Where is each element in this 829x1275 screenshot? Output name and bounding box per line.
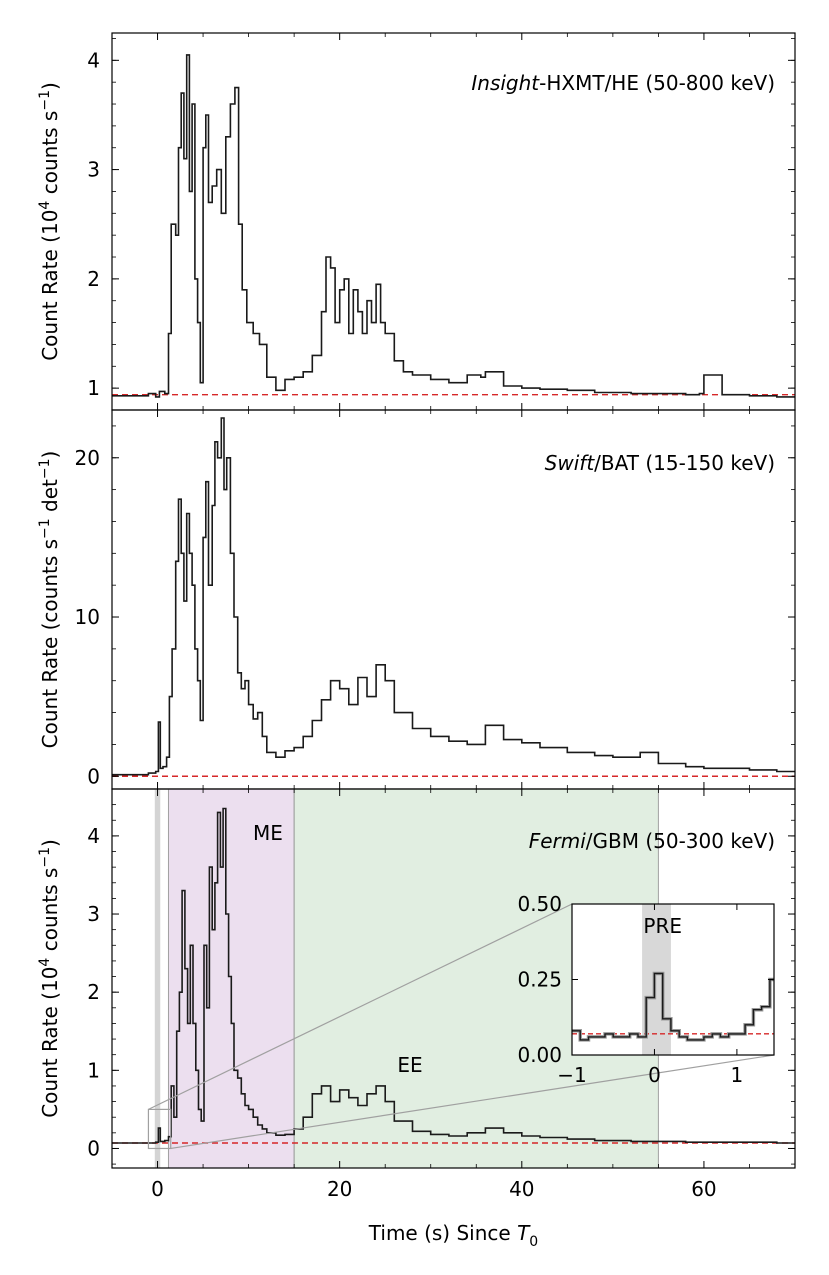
y-axis-label: Count Rate (104 counts s−1) xyxy=(37,839,62,1118)
region-label-ee: EE xyxy=(397,1053,422,1077)
region-pre xyxy=(154,789,161,1168)
ytick-label: 4 xyxy=(87,824,100,848)
axes-frame xyxy=(111,788,796,1169)
inset-plot: 0.00 0.25 0.50 −1 0 1 PRE xyxy=(147,892,775,1150)
zoom-connector xyxy=(170,1054,775,1150)
xtick-label: 60 xyxy=(691,1177,716,1201)
y-axis-label: Count Rate (counts s−1 det−1) xyxy=(37,451,62,749)
ytick-label: 4 xyxy=(87,48,100,72)
panel-bottom: 0 1 2 3 4 Fermi/GBM (50-300 keV) Count Rate (1… xyxy=(37,788,796,1250)
light-curve-middle xyxy=(112,417,795,776)
inset-ytick-label: 0.25 xyxy=(517,968,562,992)
instrument-label: Swift/BAT (15-150 keV) xyxy=(545,451,775,475)
ytick-label: 20 xyxy=(75,446,100,470)
ytick-label: 0 xyxy=(87,764,100,788)
ytick-label: 1 xyxy=(87,376,100,400)
zoom-box xyxy=(147,1108,172,1150)
light-curve-bottom xyxy=(112,807,795,1144)
zoom-connector xyxy=(148,903,573,1110)
ytick-label: 1 xyxy=(87,1058,100,1082)
instrument-label: Fermi/GBM (50-300 keV) xyxy=(529,829,775,853)
light-curve-top xyxy=(112,54,795,398)
instrument-label: Insight-HXMT/HE (50-800 keV) xyxy=(471,71,775,95)
ytick-label: 3 xyxy=(87,158,100,182)
xtick-label: 0 xyxy=(151,1177,164,1201)
inset-xtick-label: −1 xyxy=(557,1063,586,1087)
inset-xtick-label: 0 xyxy=(648,1063,661,1087)
ytick-label: 2 xyxy=(87,267,100,291)
inset-ytick-label: 0.00 xyxy=(517,1043,562,1067)
panel-top: 1 2 3 4 Insight-HXMT/HE (50-800 keV) Count Ra… xyxy=(37,32,796,411)
ytick-label: 0 xyxy=(87,1136,100,1160)
y-axis-label: Count Rate (104 counts s−1) xyxy=(37,82,62,361)
x-axis-label: Time (s) Since T0 xyxy=(368,1221,538,1250)
ytick-label: 10 xyxy=(75,605,100,629)
ytick-label: 2 xyxy=(87,980,100,1004)
xtick-label: 40 xyxy=(509,1177,534,1201)
inset-ytick-label: 0.50 xyxy=(517,892,562,916)
ytick-label: 3 xyxy=(87,902,100,926)
panel-middle: 0 10 20 Swift/BAT (15-150 keV) Count Rate (c… xyxy=(37,409,796,790)
inset-curve xyxy=(572,972,774,1041)
inset-pre-label: PRE xyxy=(643,914,682,938)
region-label-me: ME xyxy=(253,821,283,845)
inset-xtick-label: 1 xyxy=(731,1063,744,1087)
xtick-label: 20 xyxy=(327,1177,352,1201)
